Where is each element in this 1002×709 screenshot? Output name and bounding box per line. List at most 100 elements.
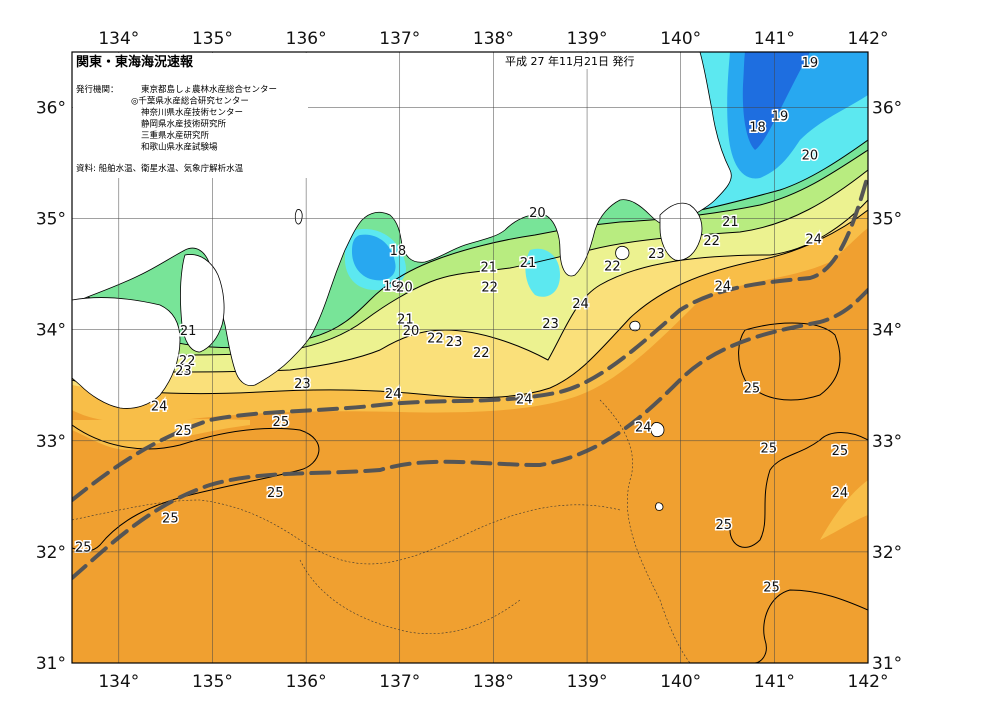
lat-lon-grid bbox=[72, 52, 868, 663]
isotherm-label: 19 bbox=[802, 56, 819, 71]
issuer-item: ◎千葉県水産総合研究センター bbox=[131, 96, 249, 107]
isotherm-line bbox=[729, 432, 868, 548]
isotherm-label: 20 bbox=[802, 148, 819, 163]
data-source: 資料: 船舶水温、衛星水温、気象庁解析水温 bbox=[76, 163, 244, 174]
longitude-label: 136° bbox=[286, 29, 327, 49]
isotherm-label: 24 bbox=[715, 279, 732, 294]
isotherm-label: 24 bbox=[151, 399, 168, 414]
isotherm-label: 23 bbox=[446, 335, 463, 350]
isotherm-line bbox=[72, 149, 868, 349]
isotherm-label: 22 bbox=[604, 259, 621, 274]
issuer-label: 発行機関： bbox=[76, 84, 119, 95]
sst-band-17 bbox=[742, 52, 810, 150]
longitude-label: 140° bbox=[660, 29, 701, 49]
isotherm-label: 22 bbox=[481, 281, 498, 296]
longitude-label: 139° bbox=[567, 29, 608, 49]
longitude-labels-bottom: 134° 135° 136° 137° 138° 139° 140° 141° 142° bbox=[98, 672, 888, 692]
latitude-label: 33° bbox=[872, 432, 902, 452]
isotherm-line bbox=[754, 589, 868, 663]
map-frame bbox=[71, 51, 869, 664]
isotherm-label: 25 bbox=[763, 580, 780, 595]
date-block: 平成 27 年11月21日 発行 bbox=[500, 53, 665, 69]
minor-contour bbox=[72, 499, 621, 565]
isotherm-label: 25 bbox=[760, 442, 777, 457]
isotherm-label: 22 bbox=[703, 234, 720, 249]
land-hachijo bbox=[650, 422, 665, 438]
latitude-label: 34° bbox=[36, 321, 66, 341]
latitude-label: 35° bbox=[872, 210, 902, 230]
isotherm-label: 25 bbox=[716, 518, 733, 533]
isotherm-label: 25 bbox=[175, 424, 192, 439]
isotherm-label: 22 bbox=[179, 354, 196, 369]
isotherm-label: 25 bbox=[162, 512, 179, 527]
sst-band-24-east bbox=[820, 480, 868, 540]
isotherm-label: 25 bbox=[832, 444, 849, 459]
latitude-label: 32° bbox=[872, 543, 902, 563]
land-shikoku bbox=[72, 297, 181, 409]
longitude-label: 140° bbox=[660, 672, 701, 692]
isotherm-label: 20 bbox=[529, 206, 546, 221]
isotherm-label: 23 bbox=[542, 317, 559, 332]
isotherm-line bbox=[72, 424, 320, 552]
longitude-label: 138° bbox=[473, 29, 514, 49]
isotherm-label: 19 bbox=[772, 109, 789, 124]
isotherm-label: 23 bbox=[294, 377, 311, 392]
isotherm-label: 25 bbox=[744, 382, 761, 397]
isotherm-label: 21 bbox=[180, 324, 197, 339]
isotherm-label: 24 bbox=[635, 420, 652, 435]
longitude-label: 138° bbox=[473, 672, 514, 692]
longitude-label: 137° bbox=[379, 29, 420, 49]
isotherm-line bbox=[72, 169, 868, 356]
isotherm-label: 18 bbox=[390, 244, 407, 259]
isotherm-label: 21 bbox=[722, 215, 739, 230]
latitude-label: 33° bbox=[36, 432, 66, 452]
issue-date: 平成 27 年11月21日 発行 bbox=[505, 54, 634, 68]
isotherm-label: 24 bbox=[805, 233, 822, 248]
isotherm-label: 20 bbox=[403, 324, 420, 339]
latitude-label: 32° bbox=[36, 543, 66, 563]
longitude-label: 136° bbox=[286, 672, 327, 692]
land-aogashima bbox=[655, 502, 664, 511]
latitude-label: 31° bbox=[872, 654, 902, 674]
land-izu-oshima bbox=[615, 245, 630, 261]
issuer-item: 静岡県水産技術研究所 bbox=[141, 119, 227, 130]
isotherm-label: 19 bbox=[383, 279, 400, 294]
longitude-label: 134° bbox=[98, 29, 139, 49]
isotherm-label: 21 bbox=[397, 313, 414, 328]
issuer-item: 東京都島しょ農林水産総合センター bbox=[141, 84, 277, 95]
latitude-labels-left: 36° 35° 34° 33° 32° 31° bbox=[36, 99, 66, 674]
land-awaji-kii bbox=[180, 254, 225, 353]
isotherm-label: 22 bbox=[473, 346, 490, 361]
land-boso bbox=[659, 202, 703, 261]
issuer-item: 神奈川県水産技術センター bbox=[141, 107, 243, 118]
isotherm-label: 18 bbox=[749, 121, 766, 136]
isotherm-label: 24 bbox=[572, 297, 589, 312]
sst-band-18-ise bbox=[352, 234, 396, 281]
land-sado-small bbox=[294, 209, 303, 225]
longitude-label: 137° bbox=[379, 672, 420, 692]
isotherm-label: 22 bbox=[427, 332, 444, 347]
latitude-label: 31° bbox=[36, 654, 66, 674]
longitude-label: 141° bbox=[754, 672, 795, 692]
minor-contour bbox=[599, 399, 691, 663]
map-title: 関東・東海海況速報 bbox=[76, 54, 194, 70]
latitude-label: 36° bbox=[36, 99, 66, 119]
longitude-labels-top: 134° 135° 136° 137° 138° 139° 140° 141° 142° bbox=[98, 29, 888, 49]
isotherm-line bbox=[72, 199, 868, 373]
kuroshio-axis-north bbox=[72, 173, 868, 502]
land-miyake bbox=[629, 320, 641, 332]
longitude-label: 142° bbox=[848, 29, 889, 49]
latitude-label: 34° bbox=[872, 321, 902, 341]
longitude-label: 142° bbox=[848, 672, 889, 692]
isotherm-label: 20 bbox=[396, 281, 413, 296]
isotherm-label: 25 bbox=[75, 540, 92, 555]
isotherm-label: 23 bbox=[648, 247, 665, 262]
header-block: 関東・東海海況速報 発行機関： 東京都島しょ農林水産総合センター◎千葉県水産総合… bbox=[73, 53, 308, 178]
sst-band-24-southwest bbox=[72, 419, 250, 450]
longitude-label: 134° bbox=[98, 672, 139, 692]
isotherm-label: 24 bbox=[385, 387, 402, 402]
isotherm-line bbox=[699, 139, 868, 211]
sst-patch-25-east bbox=[738, 323, 840, 400]
